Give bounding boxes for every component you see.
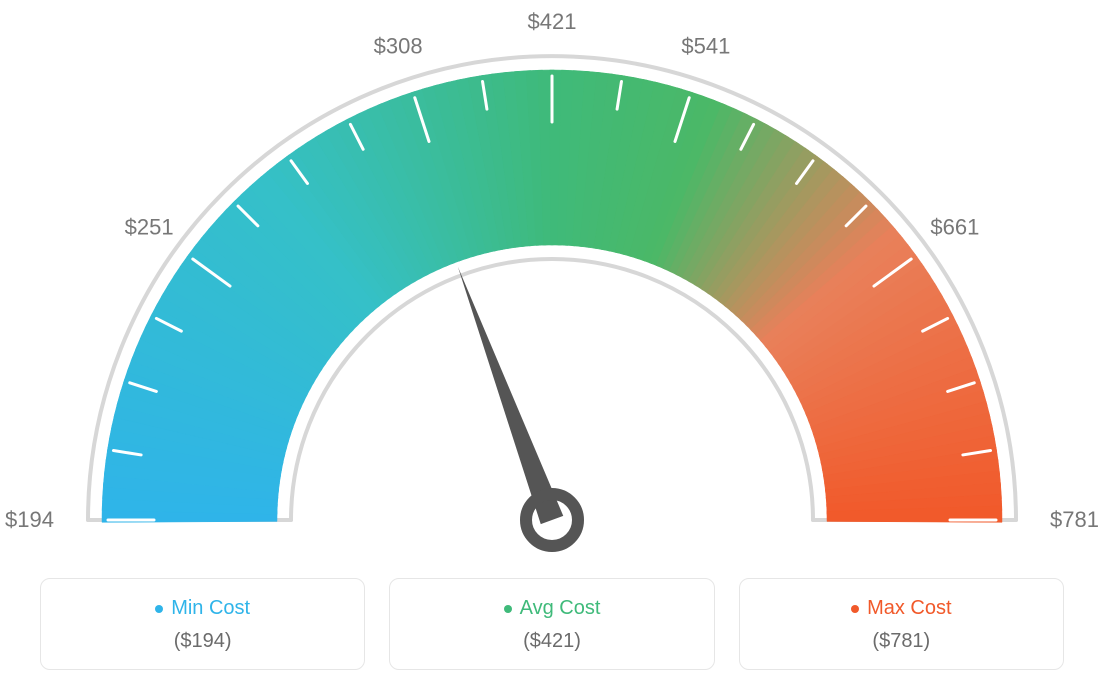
gauge-tick-label: $421 xyxy=(528,9,577,34)
legend-dot-max xyxy=(851,605,859,613)
legend-value-avg: ($421) xyxy=(400,630,703,653)
legend-card-min: Min Cost ($194) xyxy=(40,578,365,670)
gauge-tick-label: $194 xyxy=(5,507,54,532)
gauge-tick-label: $308 xyxy=(374,33,423,58)
legend-value-max: ($781) xyxy=(750,630,1053,653)
legend-label-avg: Avg Cost xyxy=(520,597,601,620)
legend-label-min: Min Cost xyxy=(171,597,250,620)
legend-dot-min xyxy=(155,605,163,613)
gauge-tick-label: $661 xyxy=(930,214,979,239)
gauge-tick-label: $781 xyxy=(1050,507,1099,532)
legend-row: Min Cost ($194) Avg Cost ($421) Max Cost… xyxy=(0,578,1104,670)
legend-card-avg: Avg Cost ($421) xyxy=(389,578,714,670)
legend-label-max: Max Cost xyxy=(867,597,951,620)
legend-value-min: ($194) xyxy=(51,630,354,653)
gauge-tick-label: $251 xyxy=(125,214,174,239)
gauge-tick-label: $541 xyxy=(681,33,730,58)
cost-gauge: $194 $251 $308 $421 $541 $661 $781 xyxy=(0,0,1104,570)
gauge-needle xyxy=(458,267,563,524)
gauge-arc xyxy=(102,70,1002,522)
legend-card-max: Max Cost ($781) xyxy=(739,578,1064,670)
legend-dot-avg xyxy=(504,605,512,613)
